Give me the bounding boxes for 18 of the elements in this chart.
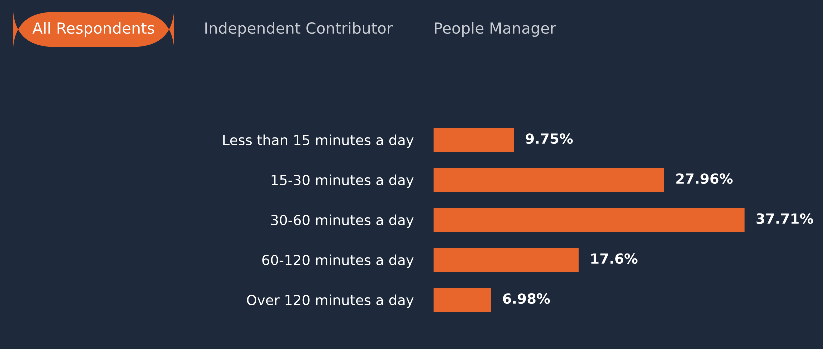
y-tick-label: 30-60 minutes a day	[271, 214, 414, 228]
bar	[434, 288, 492, 312]
text: All Respondents	[32, 22, 154, 38]
bar	[434, 128, 514, 152]
data-label: 37.71%	[756, 214, 814, 224]
text: Independent Contributor	[206, 22, 394, 38]
data-label: 27.96%	[676, 174, 733, 184]
bar	[434, 208, 745, 232]
y-tick-label: Over 120 minutes a day	[247, 294, 414, 308]
text: People Manager	[435, 22, 556, 38]
data-label: 6.98%	[503, 294, 550, 304]
bar	[434, 168, 664, 192]
y-tick-label: 60-120 minutes a day	[262, 254, 414, 268]
bar	[434, 248, 579, 272]
y-tick-label: Less than 15 minutes a day	[224, 134, 414, 148]
data-label: 17.6%	[592, 254, 638, 264]
data-label: 9.75%	[526, 134, 574, 144]
y-tick-label: 15-30 minutes a day	[272, 174, 414, 188]
